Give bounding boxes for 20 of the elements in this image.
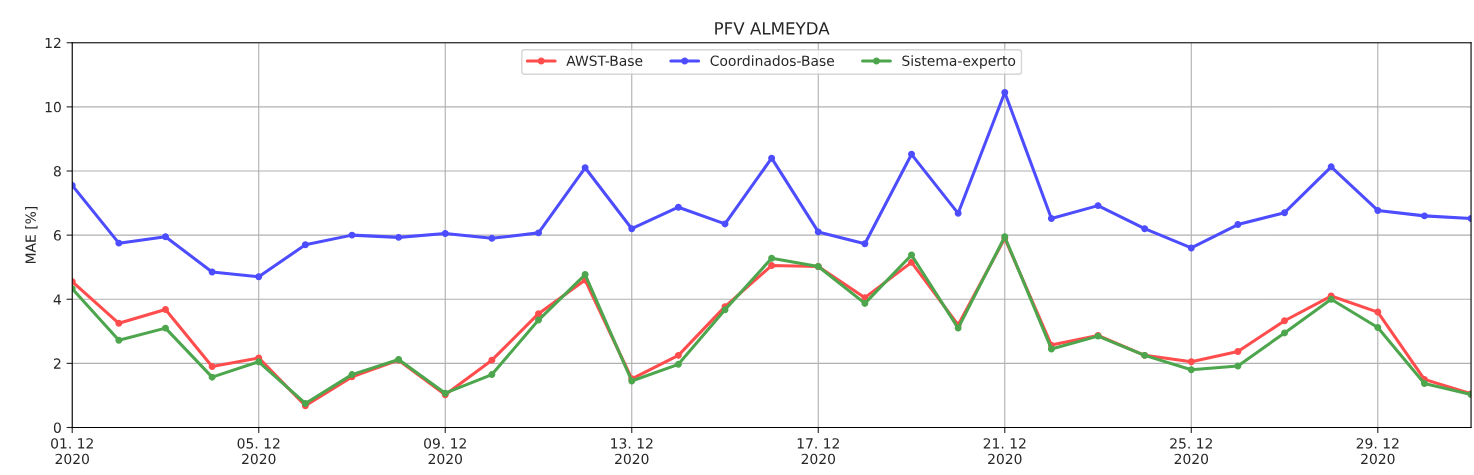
x-tick-label: 29. 12 2020: [1356, 438, 1399, 465]
y-tick-label: 12: [45, 37, 61, 49]
y-tick-label: 6: [53, 230, 61, 241]
y-tick-label: 10: [45, 101, 61, 113]
y-axis-title: MAE [%]: [25, 206, 38, 264]
y-tick-label: 0: [53, 422, 61, 433]
y-tick-label: 4: [53, 294, 62, 305]
x-tick-label: 01. 12 2020: [51, 438, 93, 465]
legend-label: Coordinados-Base: [710, 55, 835, 66]
y-tick-label: 2: [53, 358, 61, 369]
x-tick-label: 09. 12 2020: [424, 438, 466, 465]
legend-label: Sistema-experto: [902, 55, 1016, 69]
x-tick-label: 21. 12 2020: [983, 438, 1026, 465]
chart-title: PFV ALMEYDA: [715, 22, 830, 35]
x-tick-label: 13. 12 2020: [611, 438, 653, 465]
x-tick-label: 17. 12 2020: [797, 438, 839, 465]
y-tick-label: 8: [53, 165, 61, 177]
x-tick-label: 05. 12 2020: [237, 438, 280, 465]
x-tick-label: 25. 12 2020: [1170, 438, 1212, 465]
legend-label: AWST-Base: [566, 55, 643, 66]
